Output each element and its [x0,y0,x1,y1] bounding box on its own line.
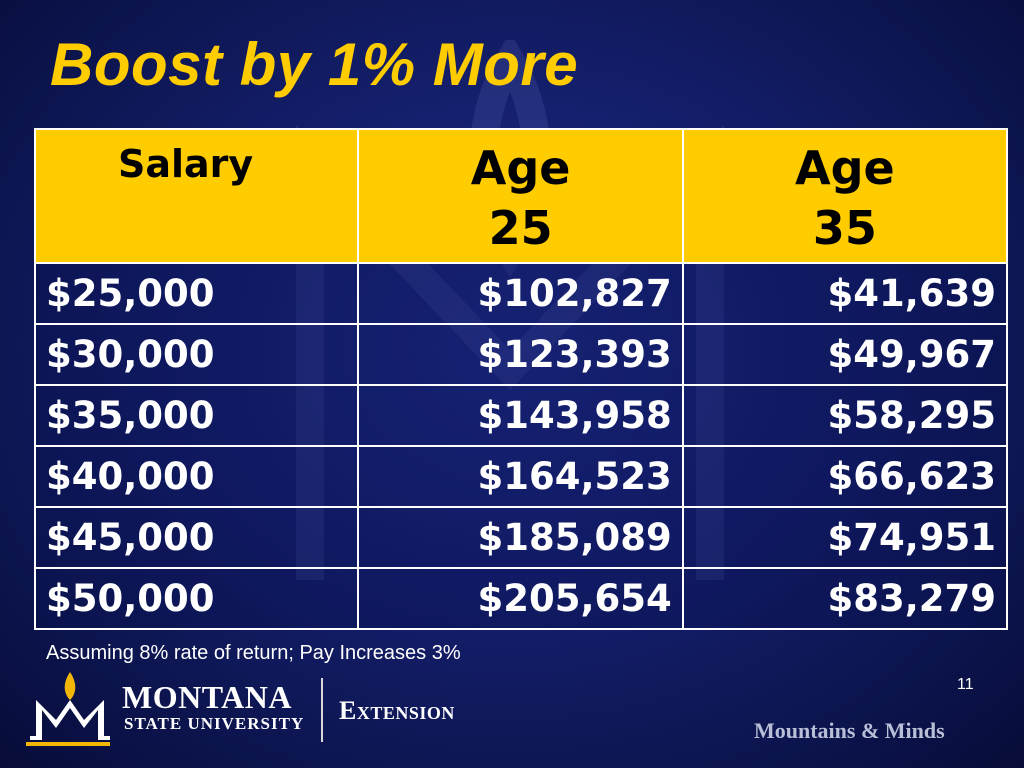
cell-age-35: $83,279 [681,567,1009,630]
table-row: $45,000 $185,089 $74,951 [33,506,1009,569]
cell-age-35: $74,951 [681,506,1009,569]
cell-age-35: $41,639 [681,262,1009,325]
table-row: $40,000 $164,523 $66,623 [33,445,1009,508]
logo-montana: MONTANA [122,679,292,715]
header-age-25-line1: Age [470,141,571,195]
table-row: $50,000 $205,654 $83,279 [33,567,1009,630]
cell-age-35: $58,295 [681,384,1009,447]
msu-m-flame-icon [26,672,110,746]
slide-title: Boost by 1% More [50,31,579,98]
cell-age-25: $185,089 [357,506,684,569]
cell-age-35: $49,967 [681,323,1009,386]
cell-age-25: $102,827 [357,262,684,325]
msu-extension-logo: MONTANA STATE UNIVERSITY Extension [26,670,496,750]
header-age-25: Age 25 [357,128,684,264]
logo-state-university: STATE UNIVERSITY [124,714,305,733]
logo-extension: Extension [339,696,455,725]
cell-age-25: $164,523 [357,445,684,508]
cell-age-25: $123,393 [357,323,684,386]
footnote: Assuming 8% rate of return; Pay Increase… [46,642,461,664]
cell-salary: $50,000 [33,567,360,630]
salary-table: Salary Age 25 Age 35 $25,000 $102,827 $4… [33,128,1009,630]
page-number: 11 [957,676,974,693]
header-age-35-line2: 35 [812,201,877,255]
cell-salary: $40,000 [33,445,360,508]
cell-salary: $45,000 [33,506,360,569]
tagline: Mountains & Minds [754,718,945,743]
header-age-35: Age 35 [681,128,1009,264]
table-row: $35,000 $143,958 $58,295 [33,384,1009,447]
table-row: $25,000 $102,827 $41,639 [33,262,1009,325]
cell-salary: $30,000 [33,323,360,386]
cell-age-25: $205,654 [357,567,684,630]
table-header-row: Salary Age 25 Age 35 [33,128,1009,264]
cell-age-35: $66,623 [681,445,1009,508]
cell-salary: $35,000 [33,384,360,447]
cell-age-25: $143,958 [357,384,684,447]
cell-salary: $25,000 [33,262,360,325]
table-row: $30,000 $123,393 $49,967 [33,323,1009,386]
header-age-35-line1: Age [795,141,895,195]
header-age-25-line2: 25 [488,201,553,255]
logo-divider [321,678,323,742]
header-salary: Salary [33,128,360,264]
